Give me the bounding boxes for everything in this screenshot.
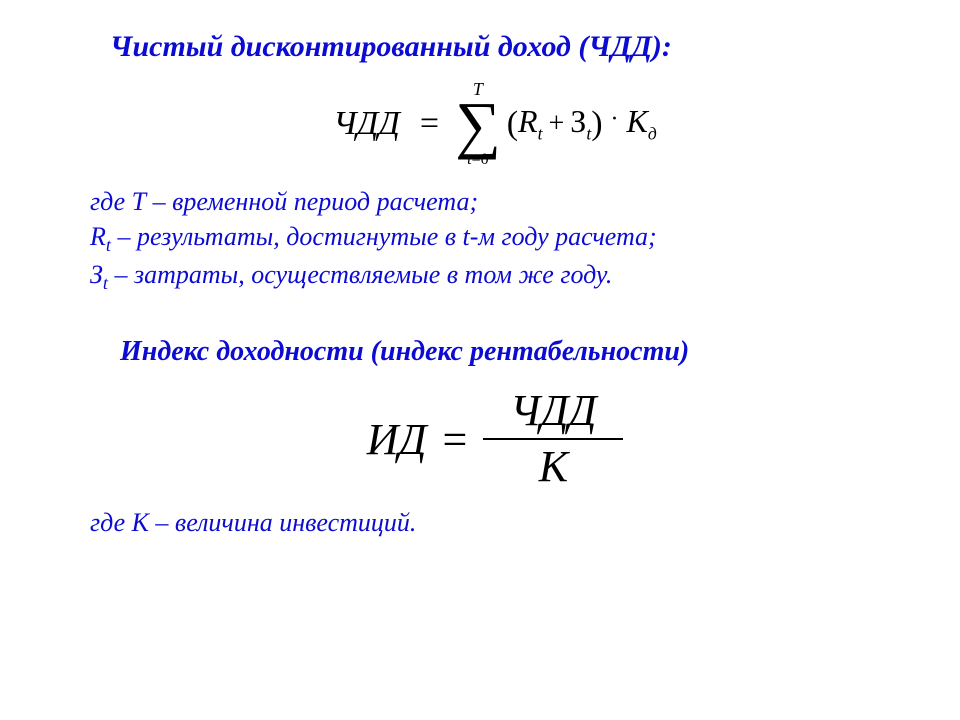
K-subscript: д bbox=[648, 123, 657, 143]
desc-line-Z: Зt – затраты, осуществляемые в том же го… bbox=[90, 257, 900, 296]
formula1-lhs: ЧДД bbox=[333, 105, 400, 143]
multiplication-dot: · bbox=[611, 106, 619, 133]
fraction-numerator: ЧДД bbox=[510, 388, 596, 434]
formula-profitability-index: ИД = ЧДД К bbox=[295, 388, 695, 490]
description-block-1: где Т – временной период расчета; Rt – р… bbox=[90, 184, 900, 297]
term-R: Rt bbox=[518, 103, 542, 144]
fraction-denominator: К bbox=[539, 444, 568, 490]
equals-sign-2: = bbox=[442, 414, 467, 465]
sum-lower-value: 0 bbox=[481, 151, 489, 168]
plus-sign: + bbox=[548, 108, 564, 140]
R-subscript: t bbox=[538, 123, 543, 143]
term-Z: Зt bbox=[570, 103, 591, 144]
slide: Чистый дисконтированный доход (ЧДД): ЧДД… bbox=[0, 0, 960, 720]
sum-lower-limit: t=0 bbox=[467, 152, 488, 168]
paren-open: ( bbox=[507, 105, 518, 143]
formula2-lhs: ИД bbox=[367, 414, 427, 465]
summation-block: T ∑ t=0 bbox=[455, 80, 501, 168]
R-symbol: R bbox=[518, 103, 538, 139]
sum-lower-eq: = bbox=[472, 151, 481, 168]
equals-sign: = bbox=[420, 105, 439, 143]
K-symbol: K bbox=[627, 103, 648, 139]
desc-R-symbol: R bbox=[90, 222, 106, 251]
description-block-2: где К – величина инвестиций. bbox=[90, 505, 900, 540]
desc-line-T: где Т – временной период расчета; bbox=[90, 184, 900, 219]
sigma-icon: ∑ bbox=[455, 96, 501, 154]
desc-Z-text: – затраты, осуществляемые в том же году. bbox=[108, 260, 612, 289]
heading-profitability-index: Индекс доходности (индекс рентабельности… bbox=[120, 336, 900, 368]
heading-npv: Чистый дисконтированный доход (ЧДД): bbox=[110, 30, 900, 64]
fraction-bar bbox=[483, 438, 623, 440]
paren-close: ) bbox=[591, 105, 602, 143]
desc-R-text: – результаты, достигнутые в t-м году рас… bbox=[111, 222, 657, 251]
fraction: ЧДД К bbox=[483, 388, 623, 490]
term-K: Kд bbox=[627, 103, 657, 144]
desc-Z-symbol: З bbox=[90, 260, 103, 289]
desc-line-R: Rt – результаты, достигнутые в t-м году … bbox=[90, 219, 900, 258]
Z-symbol: З bbox=[570, 103, 586, 139]
formula-npv: ЧДД = T ∑ t=0 ( Rt + Зt ) · Kд bbox=[245, 80, 745, 168]
